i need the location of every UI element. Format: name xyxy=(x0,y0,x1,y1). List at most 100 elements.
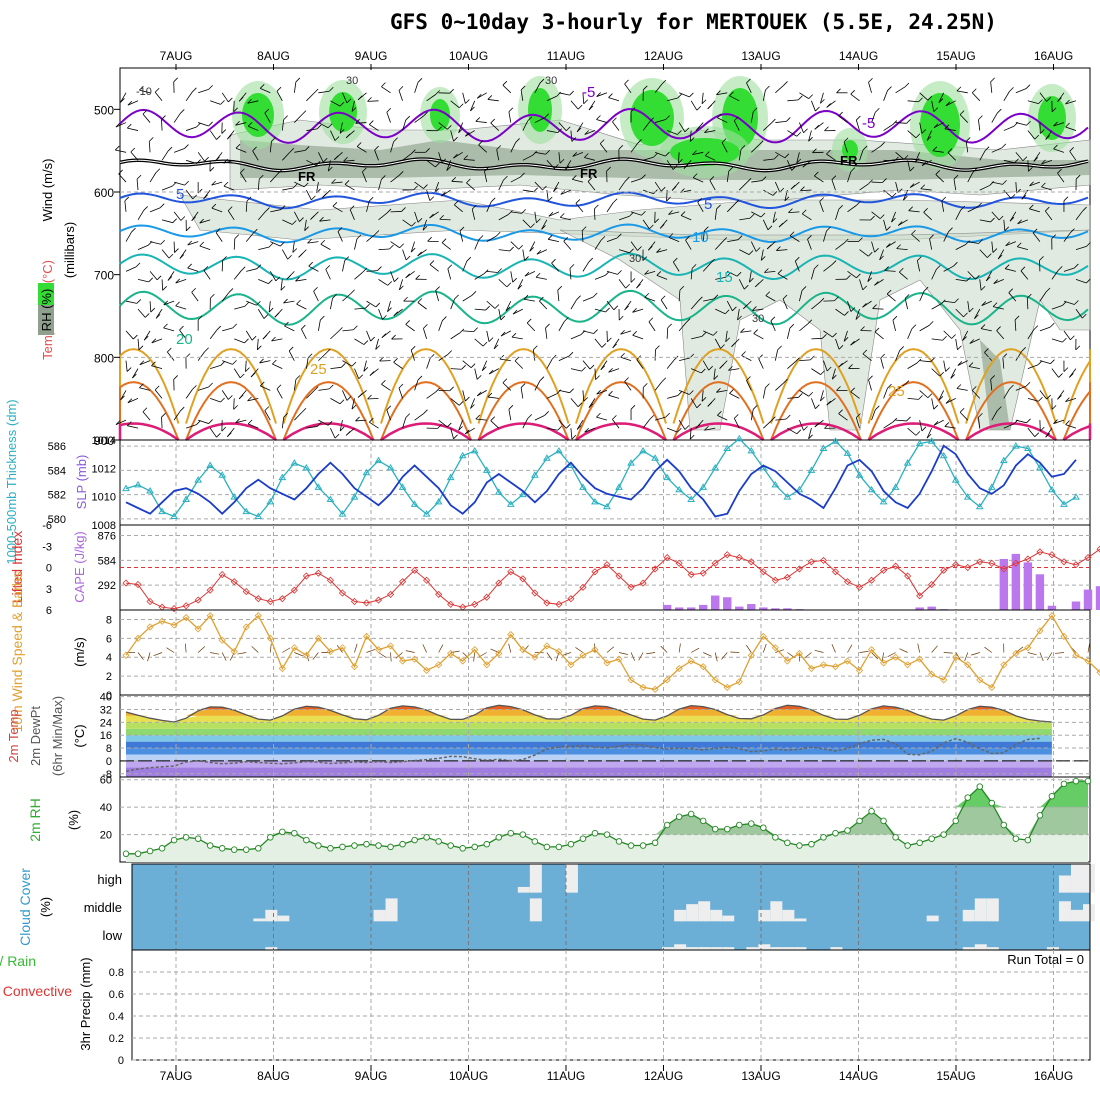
wind-barb-flag xyxy=(685,318,691,323)
wind-barb-flag xyxy=(490,118,496,124)
thickness-marker xyxy=(915,439,924,447)
thickness-marker xyxy=(891,483,900,490)
wind-barb xyxy=(222,327,233,332)
wind-barb-flag xyxy=(345,431,351,436)
wind-barb xyxy=(529,241,536,252)
wind-barb xyxy=(499,358,511,362)
wind-barb-flag xyxy=(413,185,418,191)
wind-barb xyxy=(919,325,930,332)
wind-barb-flag xyxy=(187,263,192,269)
wind-barb-flag xyxy=(349,205,355,210)
wind-barb-flag xyxy=(215,156,220,162)
rh-blob xyxy=(528,88,552,132)
wind-barb-flag xyxy=(369,371,375,376)
cloud-cell xyxy=(662,947,675,950)
wind-barb-flag xyxy=(466,256,472,262)
wind-barb xyxy=(233,238,236,250)
wind-barb xyxy=(575,203,584,213)
cloud-cell xyxy=(686,904,699,922)
wind10m-barb xyxy=(964,652,969,662)
thickness-marker xyxy=(326,495,335,502)
wind-barb-flag xyxy=(1001,143,1007,149)
wind-barb-flag xyxy=(143,206,148,211)
li-marker xyxy=(615,572,623,580)
wind-barb-flag xyxy=(926,136,932,141)
rh2m-marker xyxy=(940,831,947,838)
wind-barb-flag xyxy=(307,238,312,244)
wind-barb-flag xyxy=(789,323,795,329)
cloud-cell xyxy=(1070,909,1083,922)
cape-bar xyxy=(1047,605,1057,610)
wind-barb-flag xyxy=(247,419,253,425)
li-marker xyxy=(892,562,900,570)
wind-barb xyxy=(678,419,686,430)
wind-barb-flag xyxy=(564,317,569,322)
rh2m-marker xyxy=(1060,780,1068,788)
wind-barb xyxy=(764,270,776,273)
wind-barb-flag xyxy=(196,122,201,128)
wind-barb-flag xyxy=(704,226,709,231)
wind-barb xyxy=(281,249,289,260)
wind-barb xyxy=(907,100,919,103)
wind-barb xyxy=(417,302,427,310)
thickness-marker xyxy=(627,459,635,466)
wind-barb-flag xyxy=(945,367,950,372)
wind-barb xyxy=(154,91,163,102)
wind10m-barb xyxy=(703,652,712,657)
wind-barb-flag xyxy=(975,274,980,280)
cloud-cell xyxy=(1070,864,1083,893)
wind-barb xyxy=(173,410,181,421)
wind-barb xyxy=(945,398,956,404)
wind-barb-flag xyxy=(256,300,261,306)
thickness-marker xyxy=(975,502,984,510)
wind-barb xyxy=(351,398,355,410)
wind-barb-flag xyxy=(191,287,196,293)
wind-barb-flag xyxy=(712,331,718,336)
wind-barb-flag xyxy=(719,364,724,369)
wind-barb xyxy=(955,278,967,282)
li-marker xyxy=(976,558,984,566)
li-marker xyxy=(170,605,178,613)
wind-barb-flag xyxy=(784,196,790,202)
wind10m-barb xyxy=(971,652,980,656)
wind-barb xyxy=(1075,210,1083,221)
wind10m-barb xyxy=(762,643,767,653)
wind-barb-flag xyxy=(820,370,825,375)
wind-barb xyxy=(702,360,710,371)
wind-barb xyxy=(697,202,704,213)
wind-barb-flag xyxy=(593,329,598,334)
wind-barb xyxy=(871,145,881,153)
isotherm-35 xyxy=(282,422,375,442)
wind-barb-flag xyxy=(692,173,698,178)
wind-barb-flag xyxy=(435,286,440,291)
date-tick-label: 7AUG xyxy=(160,49,193,63)
wind-barb xyxy=(835,209,840,220)
wind10m-barb xyxy=(508,643,512,653)
wind-barb-flag xyxy=(812,148,817,153)
wind-barb xyxy=(1063,330,1071,341)
wind-barb xyxy=(599,143,608,153)
wind-barb-flag xyxy=(216,325,222,331)
cloud-cell xyxy=(794,947,807,950)
wind-barb-flag xyxy=(539,296,544,302)
wind-barb-flag xyxy=(541,225,546,230)
wind-barb xyxy=(210,100,221,105)
wind-barb xyxy=(971,390,981,399)
wind-barb xyxy=(895,350,901,361)
wind-barb xyxy=(968,366,980,370)
rh2m-marker xyxy=(1084,777,1092,785)
wind-barb xyxy=(980,328,992,332)
wind-barb-flag xyxy=(316,124,322,130)
wind-barb xyxy=(680,215,692,221)
li-marker xyxy=(759,568,767,576)
wind-barb xyxy=(746,82,752,93)
wind-barb-flag xyxy=(1053,419,1058,424)
wind-barb-flag xyxy=(636,283,641,289)
wind-barb-flag xyxy=(288,346,294,352)
wind-barb xyxy=(620,356,632,362)
axis-label-thickness: 1000-500mb Thickness (dm) xyxy=(4,399,19,564)
wind-barb xyxy=(859,249,869,257)
wind10m-barb xyxy=(438,644,444,653)
wind-barb-flag xyxy=(127,421,132,426)
wind10m-barb xyxy=(721,652,728,660)
